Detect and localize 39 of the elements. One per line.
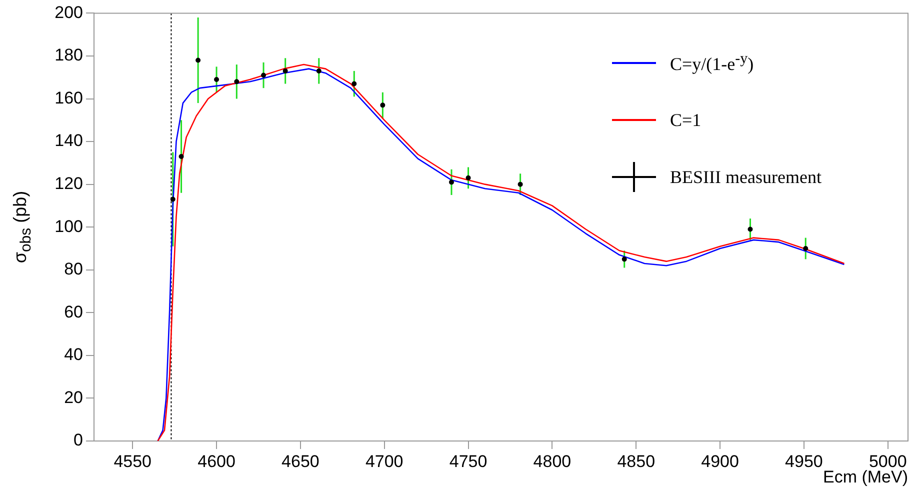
y-tick-label: 100 <box>54 216 83 236</box>
point <box>178 154 184 160</box>
x-tick-label: 4550 <box>114 452 152 471</box>
y-tick-label: 160 <box>54 88 83 108</box>
point <box>234 79 240 84</box>
legend-label: C=1 <box>670 110 702 130</box>
x-tick-label: 4650 <box>282 452 320 471</box>
point <box>214 77 220 82</box>
point <box>196 58 201 63</box>
legend-label: BESIII measurement <box>670 166 822 188</box>
x-tick-label: 4900 <box>701 452 739 471</box>
y-tick-label: 40 <box>64 345 83 364</box>
point <box>748 226 753 232</box>
point <box>518 182 523 187</box>
x-tick-label: 4850 <box>617 452 656 471</box>
x-tick-label: 4600 <box>198 452 236 471</box>
x-tick-label: 4800 <box>533 452 572 471</box>
legend-label: C=y/(1-e$^{-y}$) <box>670 51 754 75</box>
y-tick-label: 180 <box>54 46 83 65</box>
x-tick-label: 4750 <box>449 452 488 471</box>
point <box>352 81 357 86</box>
point <box>448 180 454 185</box>
x-tick-label: 4700 <box>365 452 404 471</box>
y-tick-label: 60 <box>64 302 83 322</box>
y-tick-label: 200 <box>54 2 83 22</box>
point <box>282 68 288 74</box>
point <box>261 72 266 78</box>
y-tick-label: 0 <box>74 430 83 450</box>
point <box>316 68 322 74</box>
y-tick-label: 120 <box>54 174 83 194</box>
point <box>622 256 627 262</box>
y-tick-label: 140 <box>54 131 83 150</box>
point <box>380 102 386 108</box>
point <box>170 196 176 202</box>
y-tick-label: 20 <box>64 388 83 407</box>
y-tick-label: 80 <box>64 260 83 279</box>
point <box>466 175 471 180</box>
point <box>803 246 808 251</box>
x-tick-label: 4950 <box>785 452 823 471</box>
